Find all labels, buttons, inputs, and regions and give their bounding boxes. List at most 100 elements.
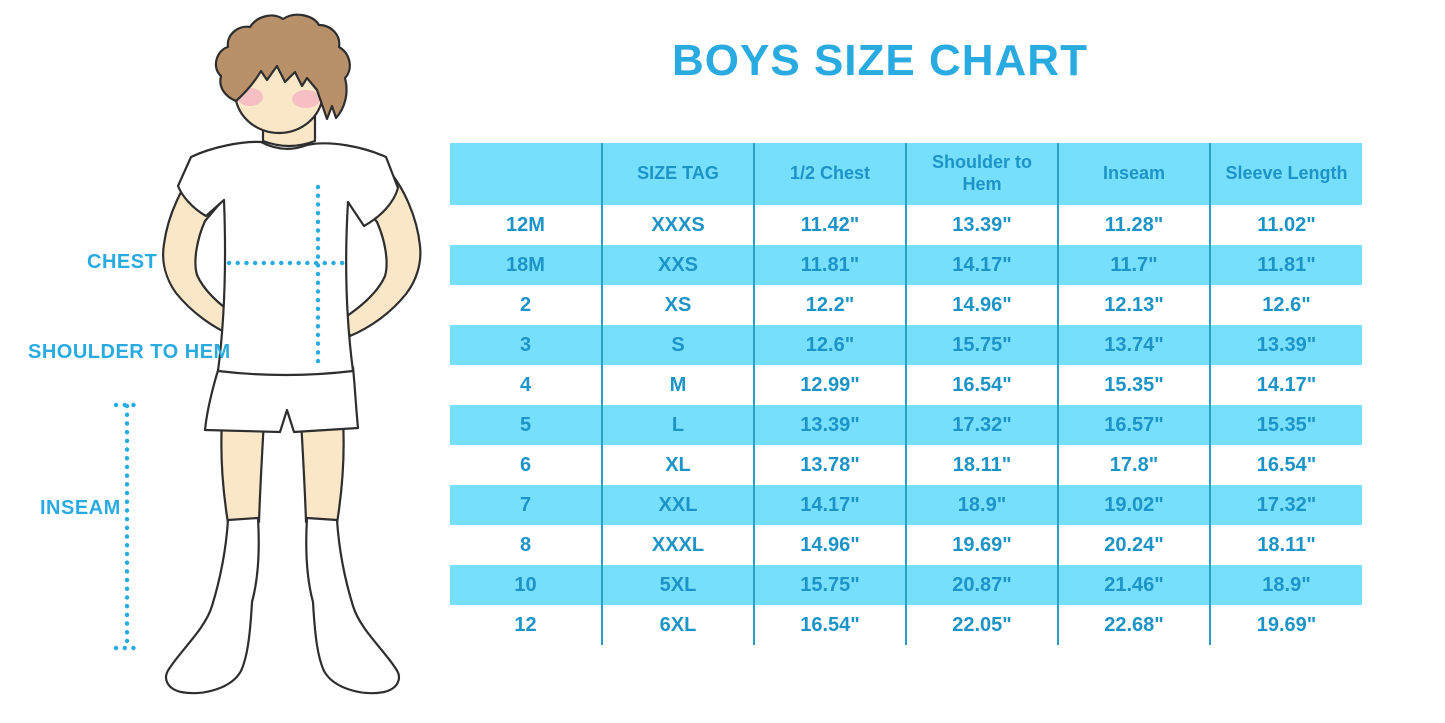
- table-cell: L: [601, 405, 754, 445]
- table-cell: 7: [450, 485, 602, 525]
- table-cell: 11.81": [753, 245, 906, 285]
- t-shirt: [176, 140, 400, 377]
- table-cell: 3: [450, 325, 602, 365]
- table-cell: 11.42": [753, 205, 906, 245]
- hair: [214, 13, 351, 121]
- table-cell: 19.02": [1057, 485, 1210, 525]
- table-cell: 8: [519, 533, 532, 556]
- table-row: 12M XXXS 11.42" 13.39" 11.28" 11.02": [450, 205, 1362, 245]
- table-cell: 22.05": [905, 605, 1058, 645]
- table-cell: 22.68": [1057, 605, 1210, 645]
- table-cell: 12: [514, 613, 537, 636]
- table-cell: 11.81": [1209, 245, 1362, 285]
- blush-right: [292, 90, 320, 108]
- table-cell: 14.96": [753, 525, 906, 565]
- table-cell: 12.2": [753, 285, 906, 325]
- table-row: 10 5XL 15.75" 20.87" 21.46" 18.9": [450, 565, 1362, 605]
- table-cell: 13.39": [1209, 325, 1362, 365]
- table-cell: 12.13": [1057, 285, 1210, 325]
- table-cell: 15.35": [1057, 365, 1210, 405]
- table-cell: 18.11": [905, 445, 1058, 485]
- table-cell: 21.46": [1057, 565, 1210, 605]
- shorts: [203, 365, 360, 434]
- table-row: 8 XXXL 14.96" 19.69" 20.24" 18.11": [450, 525, 1362, 565]
- column-header-sleeve-length: Sleeve Length: [1209, 143, 1362, 205]
- table-cell: XXL: [601, 485, 754, 525]
- page-title: BOYS SIZE CHART: [672, 36, 1088, 85]
- table-cell: 15.75": [753, 565, 906, 605]
- table-cell: S: [601, 325, 754, 365]
- boy-figure-illustration: [113, 13, 422, 695]
- table-cell: XXS: [601, 245, 754, 285]
- table-cell: 13.78": [753, 445, 906, 485]
- table-cell: 16.54": [905, 365, 1058, 405]
- left-sock: [164, 516, 260, 695]
- table-row: 12 6XL 16.54" 22.05" 22.68" 19.69": [450, 605, 1362, 645]
- table-cell: 18M: [450, 245, 602, 285]
- table-row: 2 XS 12.2" 14.96" 12.13" 12.6": [450, 285, 1362, 325]
- label-chest: CHEST: [87, 251, 158, 273]
- table-cell: 5: [450, 405, 602, 445]
- table-cell: 19.69": [905, 525, 1058, 565]
- table-cell: 13.39": [905, 205, 1058, 245]
- table-cell: 14.17": [1209, 365, 1362, 405]
- table-cell: 20.87": [905, 565, 1058, 605]
- table-cell: 19.69": [1209, 605, 1362, 645]
- table-cell: 18.9": [1209, 565, 1362, 605]
- table-cell: M: [601, 365, 754, 405]
- table-cell: 15.75": [905, 325, 1058, 365]
- table-cell: 16.54": [1209, 445, 1362, 485]
- table-cell: 14.17": [905, 245, 1058, 285]
- table-cell: 12.6": [753, 325, 906, 365]
- table-cell: 6: [519, 453, 532, 476]
- table-cell: 17.8": [1057, 445, 1210, 485]
- header-row: SIZE TAG 1/2 Chest Shoulder to Hem Insea…: [450, 143, 1362, 205]
- table-row: 4 M 12.99" 16.54" 15.35" 14.17": [450, 365, 1362, 405]
- table-cell: 14.96": [905, 285, 1058, 325]
- table-row: 3 S 12.6" 15.75" 13.74" 13.39": [450, 325, 1362, 365]
- right-sock: [305, 516, 401, 695]
- table-cell: 20.24": [1057, 525, 1210, 565]
- right-arm: [342, 169, 422, 338]
- table-cell: 17.32": [905, 405, 1058, 445]
- table-cell: 12M: [506, 213, 545, 236]
- table-cell: XXXL: [601, 525, 754, 565]
- table-cell: 6XL: [601, 605, 754, 645]
- table-cell: XL: [601, 445, 754, 485]
- left-arm: [162, 167, 241, 338]
- left-leg: [220, 418, 266, 525]
- column-header-inseam: Inseam: [1057, 143, 1210, 205]
- table-cell: XS: [601, 285, 754, 325]
- table-row: 18M XXS 11.81" 14.17" 11.7" 11.81": [450, 245, 1362, 285]
- table-cell: 11.7": [1057, 245, 1210, 285]
- table-cell: 12.99": [753, 365, 906, 405]
- table-cell: 17.32": [1209, 485, 1362, 525]
- table-cell: 18.9": [905, 485, 1058, 525]
- table-cell: 13.39": [753, 405, 906, 445]
- table-cell: 10: [450, 565, 602, 605]
- table-cell: 12.6": [1209, 285, 1362, 325]
- table-cell: 14.17": [753, 485, 906, 525]
- table-cell: 2: [519, 293, 532, 316]
- table-row: 5 L 13.39" 17.32" 16.57" 15.35": [450, 405, 1362, 445]
- table-cell: 15.35": [1209, 405, 1362, 445]
- label-shoulder-to-hem: SHOULDER TO HEM: [28, 341, 231, 363]
- table-cell: 4: [519, 373, 532, 396]
- boy-measurement-figure: CHEST SHOULDER TO HEM INSEAM: [0, 0, 450, 723]
- table-cell: 11.28": [1057, 205, 1210, 245]
- size-table: SIZE TAG 1/2 Chest Shoulder to Hem Insea…: [450, 143, 1362, 645]
- table-row: 7 XXL 14.17" 18.9" 19.02" 17.32": [450, 485, 1362, 525]
- table-cell: XXXS: [601, 205, 754, 245]
- column-header-size: [450, 143, 602, 205]
- column-header-shoulder-to-hem: Shoulder to Hem: [905, 143, 1058, 205]
- label-inseam: INSEAM: [40, 497, 121, 519]
- column-header-size-tag: SIZE TAG: [601, 143, 754, 205]
- column-header-half-chest: 1/2 Chest: [753, 143, 906, 205]
- table-cell: 5XL: [601, 565, 754, 605]
- table-cell: 16.54": [753, 605, 906, 645]
- table-row: 6 XL 13.78" 18.11" 17.8" 16.54": [450, 445, 1362, 485]
- table-cell: 16.57": [1057, 405, 1210, 445]
- right-leg: [299, 418, 345, 525]
- table-cell: 13.74": [1057, 325, 1210, 365]
